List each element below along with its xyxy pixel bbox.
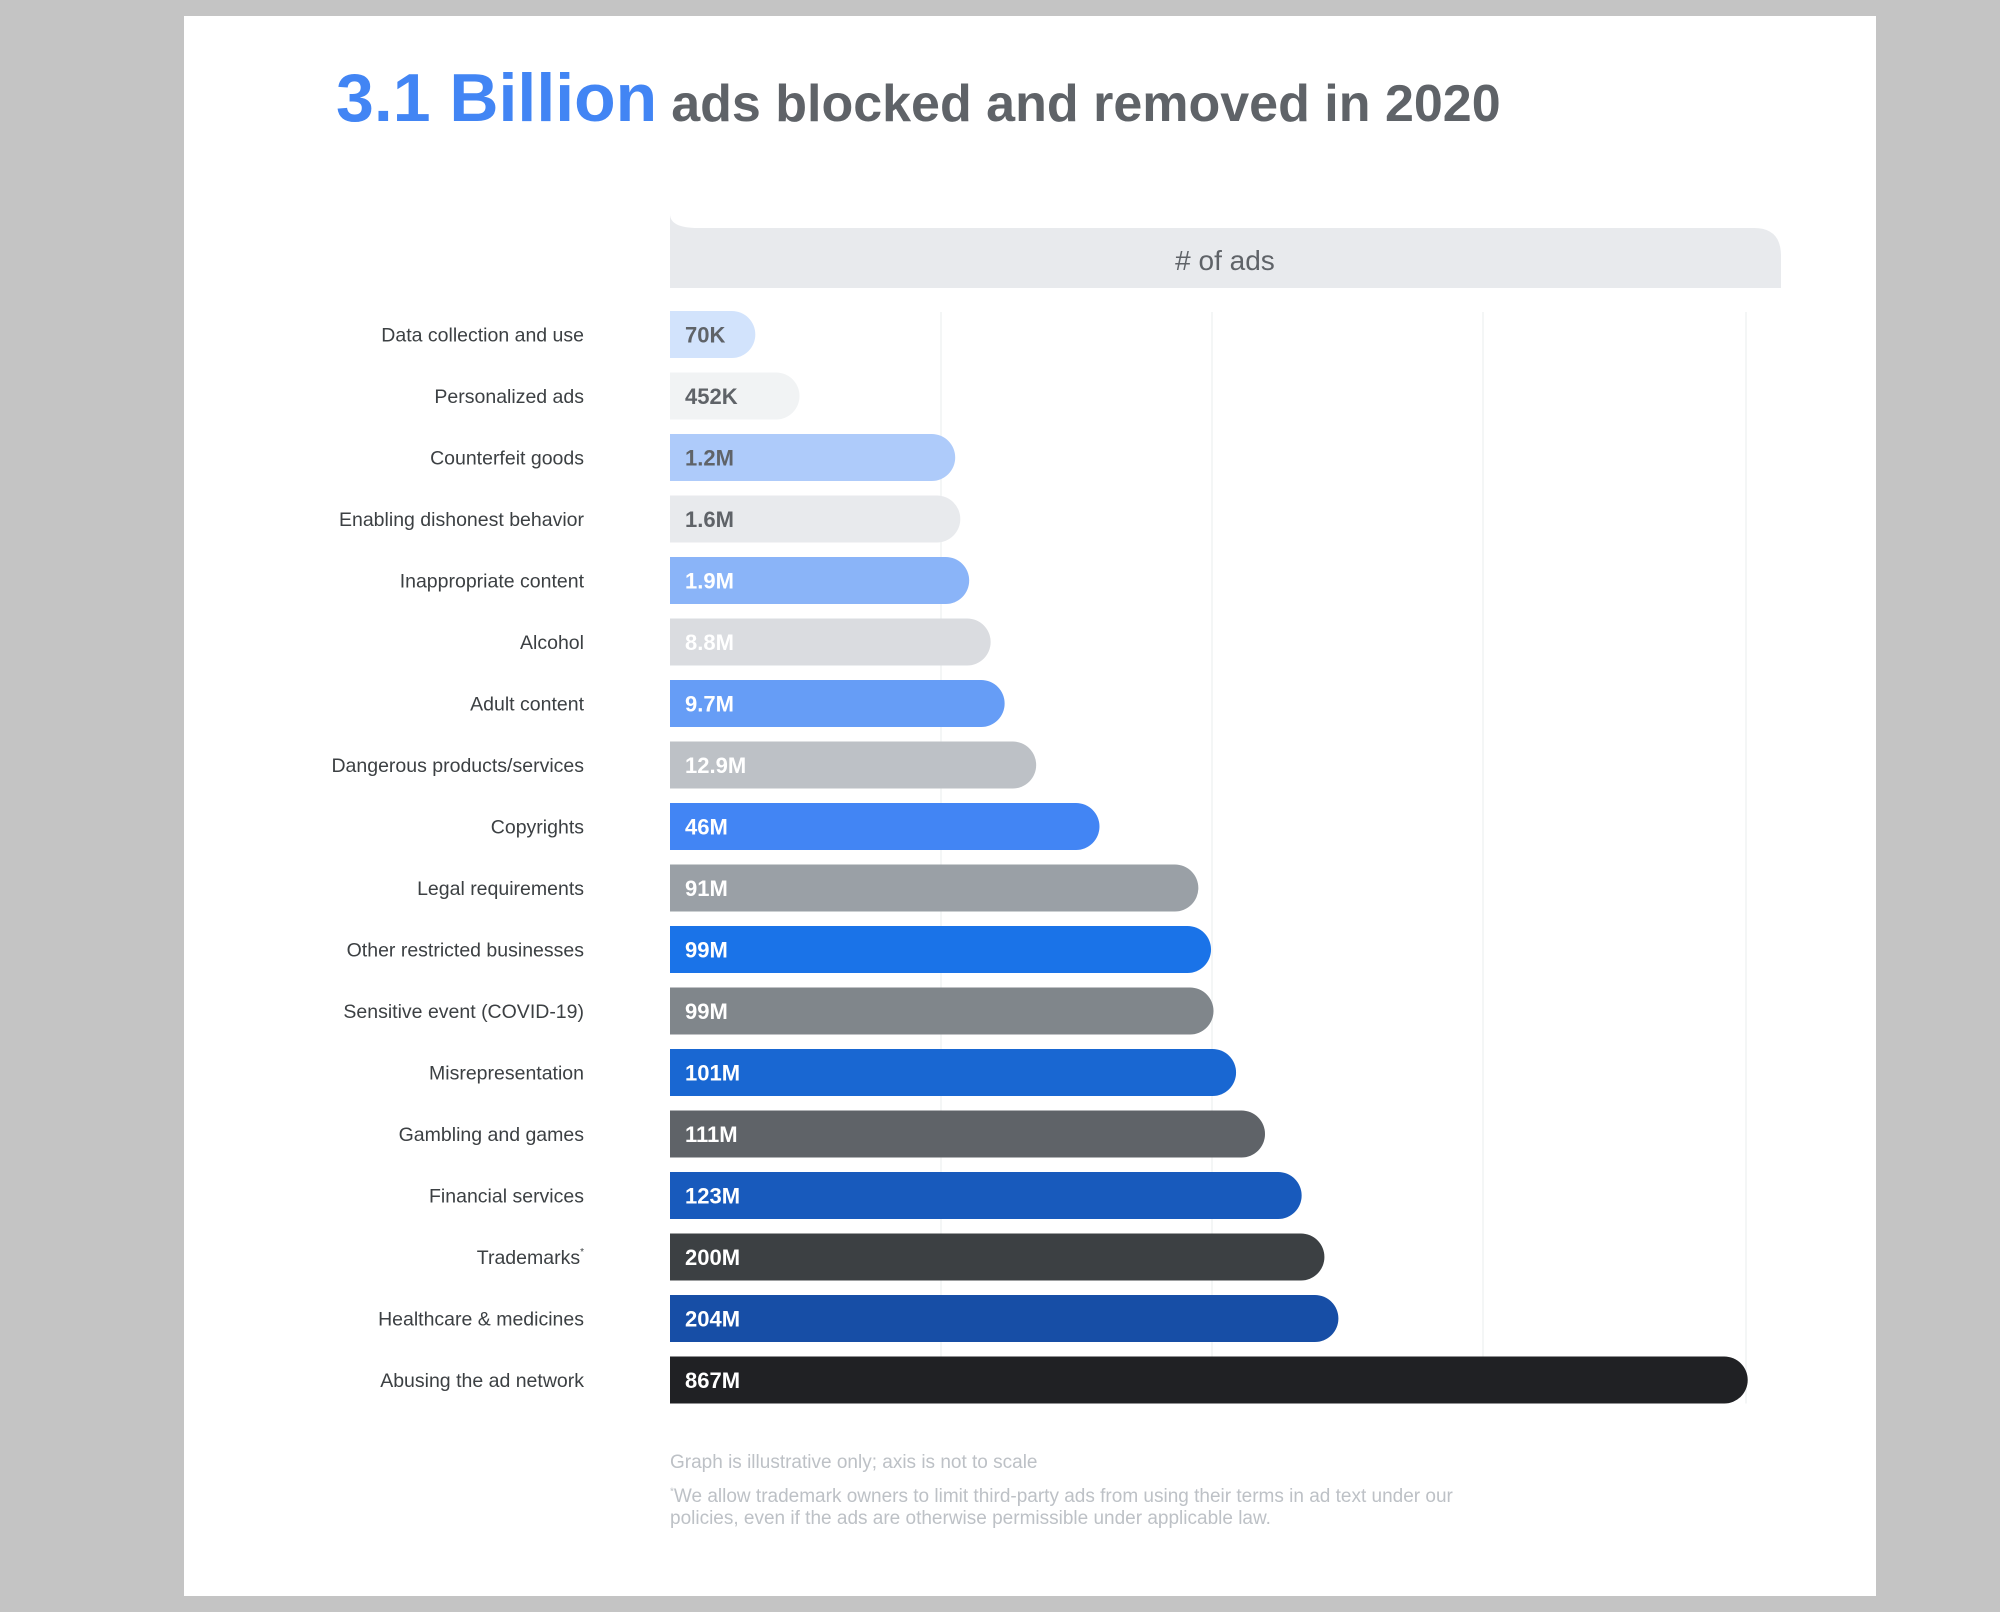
category-label: Financial services [429, 1186, 584, 1208]
bar [670, 495, 961, 543]
bar-value-label: 111M [685, 1122, 738, 1147]
bar [670, 1295, 1339, 1342]
category-label: Healthcare & medicines [378, 1309, 584, 1331]
bar-value-label: 12.9M [685, 753, 746, 778]
category-label: Sensitive event (COVID-19) [343, 1001, 584, 1023]
chart-header-label: # of ads [1175, 245, 1275, 276]
bar [670, 864, 1199, 912]
title-highlight: 3.1 Billion [336, 60, 658, 136]
bar [670, 803, 1100, 850]
infographic-card: 3.1 Billion ads blocked and removed in 20… [184, 16, 1876, 1596]
bar-value-label: 200M [685, 1245, 740, 1270]
bar-value-label: 1.6M [685, 507, 734, 532]
title-rest: ads blocked and removed in 2020 [671, 75, 1501, 133]
bar-value-label: 123M [685, 1184, 740, 1209]
scale-note: Graph is illustrative only; axis is not … [670, 1452, 1038, 1473]
bar [670, 680, 1005, 727]
bar [670, 1172, 1302, 1219]
bar-value-label: 452K [685, 384, 738, 409]
bar-chart: # of ads 70K Data collection and use 452K Pe… [331, 214, 1781, 1404]
category-label: Data collection and use [381, 325, 584, 347]
trademark-note: *We allow trademark owners to limit thir… [670, 1486, 1470, 1531]
bar [670, 1049, 1237, 1096]
bar [670, 926, 1212, 973]
category-label: Counterfeit goods [430, 448, 584, 470]
bar [670, 557, 970, 604]
category-label: Gambling and games [399, 1124, 585, 1146]
bar [670, 1233, 1325, 1281]
bar [670, 741, 1037, 789]
category-label: Abusing the ad network [380, 1370, 584, 1392]
bar [670, 434, 956, 481]
bar [670, 987, 1214, 1035]
category-label: Misrepresentation [429, 1063, 584, 1085]
category-label: Legal requirements [417, 878, 584, 900]
bar-value-label: 46M [685, 815, 728, 840]
bar-value-label: 867M [685, 1368, 740, 1393]
trademark-note-marker: * [670, 1486, 674, 1498]
category-label: Adult content [470, 694, 584, 716]
bar-value-label: 91M [685, 876, 728, 901]
bar-value-label: 9.7M [685, 692, 734, 717]
category-marker: * [580, 1247, 584, 1258]
category-label: Inappropriate content [400, 571, 585, 593]
bar-value-label: 99M [685, 938, 728, 963]
chart-header-band [670, 214, 1781, 288]
bar-value-label: 1.9M [685, 569, 734, 594]
bar-value-label: 8.8M [685, 630, 734, 655]
page-title: 3.1 Billion ads blocked and removed in 20… [336, 64, 1501, 132]
category-label: Alcohol [520, 632, 584, 654]
bar-value-label: 101M [685, 1061, 740, 1086]
category-label: Trademarks* [477, 1247, 584, 1269]
bar-value-label: 99M [685, 999, 728, 1024]
category-label: Dangerous products/services [331, 755, 584, 777]
bar [670, 618, 991, 666]
bar [670, 372, 800, 420]
bar-value-label: 204M [685, 1307, 740, 1332]
bar [670, 1356, 1748, 1404]
bar [670, 1110, 1266, 1158]
trademark-note-text: We allow trademark owners to limit third… [670, 1486, 1453, 1530]
bar-value-label: 1.2M [685, 446, 734, 471]
category-label: Copyrights [491, 817, 584, 839]
category-label: Enabling dishonest behavior [339, 509, 585, 531]
bar-value-label: 70K [685, 323, 725, 348]
bar [670, 311, 756, 358]
category-label: Other restricted businesses [347, 940, 585, 962]
category-label: Personalized ads [434, 386, 584, 408]
